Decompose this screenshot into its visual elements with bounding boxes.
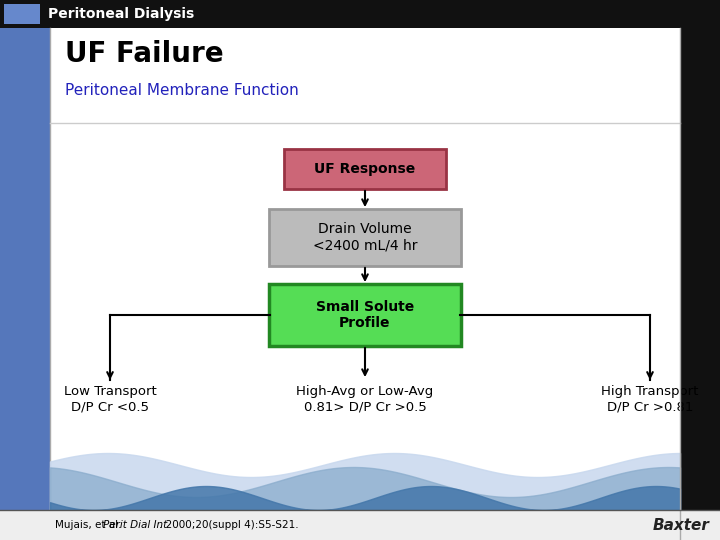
Bar bbox=[0, 28, 50, 510]
FancyBboxPatch shape bbox=[269, 284, 461, 346]
Text: Peritoneal Dialysis: Peritoneal Dialysis bbox=[48, 7, 194, 21]
Text: Perit Dial Int: Perit Dial Int bbox=[103, 520, 167, 530]
Text: Peritoneal Membrane Function: Peritoneal Membrane Function bbox=[65, 83, 299, 98]
FancyBboxPatch shape bbox=[269, 209, 461, 266]
Text: Baxter: Baxter bbox=[653, 517, 710, 532]
Text: Drain Volume
<2400 mL/4 hr: Drain Volume <2400 mL/4 hr bbox=[312, 222, 418, 253]
Bar bbox=[50, 28, 680, 123]
Text: Small Solute
Profile: Small Solute Profile bbox=[316, 300, 414, 330]
Text: Low Transport
D/P Cr <0.5: Low Transport D/P Cr <0.5 bbox=[63, 385, 156, 413]
Text: Mujais, et al.: Mujais, et al. bbox=[55, 520, 125, 530]
FancyBboxPatch shape bbox=[284, 149, 446, 189]
Text: . 2000;20(suppl 4):S5-S21.: . 2000;20(suppl 4):S5-S21. bbox=[159, 520, 299, 530]
Text: UF Failure: UF Failure bbox=[65, 40, 224, 68]
Bar bbox=[50, 123, 680, 510]
Text: High Transport
D/P Cr >0.81: High Transport D/P Cr >0.81 bbox=[601, 385, 698, 413]
Text: High-Avg or Low-Avg
0.81> D/P Cr >0.5: High-Avg or Low-Avg 0.81> D/P Cr >0.5 bbox=[297, 385, 433, 413]
Bar bbox=[0, 510, 720, 540]
Bar bbox=[4, 4, 40, 24]
Text: UF Response: UF Response bbox=[315, 162, 415, 176]
Bar bbox=[0, 0, 720, 28]
